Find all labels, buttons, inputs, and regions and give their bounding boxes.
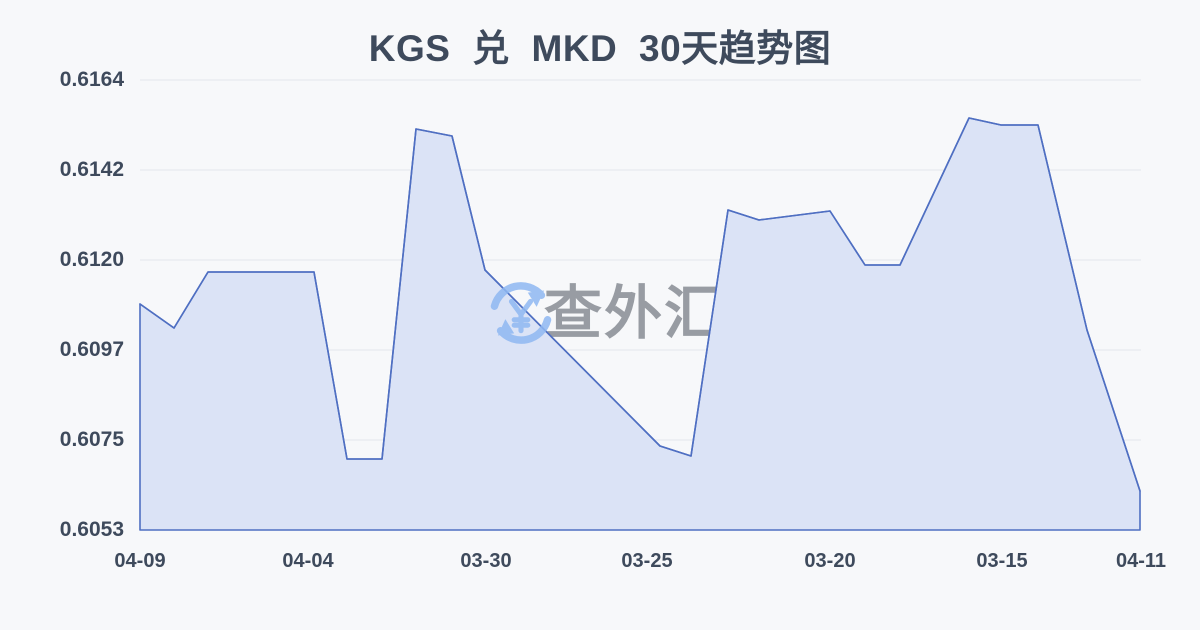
svg-text:04-04: 04-04 bbox=[282, 550, 334, 572]
svg-text:03-15: 03-15 bbox=[976, 550, 1027, 572]
svg-text:0.6097: 0.6097 bbox=[60, 338, 124, 361]
svg-text:查外汇: 查外汇 bbox=[544, 281, 724, 346]
svg-text:04-11: 04-11 bbox=[1116, 550, 1166, 572]
svg-text:0.6075: 0.6075 bbox=[60, 428, 125, 451]
svg-text:04-09: 04-09 bbox=[114, 550, 165, 572]
svg-text:0.6120: 0.6120 bbox=[60, 248, 124, 271]
svg-text:03-20: 03-20 bbox=[804, 550, 855, 572]
svg-text:03-30: 03-30 bbox=[460, 550, 511, 572]
svg-text:0.6053: 0.6053 bbox=[60, 518, 124, 541]
svg-text:0.6142: 0.6142 bbox=[60, 158, 124, 181]
svg-text:03-25: 03-25 bbox=[621, 550, 672, 572]
